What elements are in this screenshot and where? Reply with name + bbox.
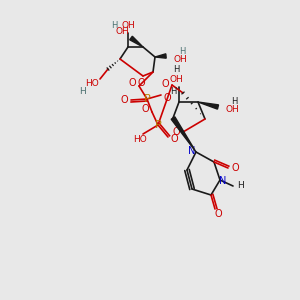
Text: H: H xyxy=(79,86,86,95)
Text: HO: HO xyxy=(85,80,99,88)
Text: O: O xyxy=(141,104,149,114)
Text: O: O xyxy=(137,78,145,88)
Text: H: H xyxy=(231,98,237,106)
Text: N: N xyxy=(188,146,196,156)
Polygon shape xyxy=(130,36,143,47)
Polygon shape xyxy=(198,102,218,109)
Polygon shape xyxy=(171,117,196,152)
Text: O: O xyxy=(172,127,180,137)
Text: OH: OH xyxy=(115,28,129,37)
Text: O: O xyxy=(161,79,169,89)
Text: HO: HO xyxy=(133,136,147,145)
Text: OH: OH xyxy=(169,74,183,83)
Text: O: O xyxy=(128,78,136,88)
Text: H: H xyxy=(111,20,117,29)
Text: O: O xyxy=(231,163,239,173)
Text: OH: OH xyxy=(121,20,135,29)
Text: P: P xyxy=(144,94,150,104)
Text: O: O xyxy=(120,95,128,105)
Text: OH: OH xyxy=(226,106,240,115)
Polygon shape xyxy=(155,54,166,58)
Text: O: O xyxy=(214,209,222,219)
Text: O: O xyxy=(170,134,178,144)
Text: N: N xyxy=(219,176,227,186)
Text: O: O xyxy=(163,93,171,103)
Text: H: H xyxy=(170,86,176,95)
Text: H: H xyxy=(179,46,185,56)
Text: H: H xyxy=(173,65,179,74)
Text: OH: OH xyxy=(174,55,188,64)
Text: H: H xyxy=(237,182,243,190)
Text: P: P xyxy=(154,120,161,130)
